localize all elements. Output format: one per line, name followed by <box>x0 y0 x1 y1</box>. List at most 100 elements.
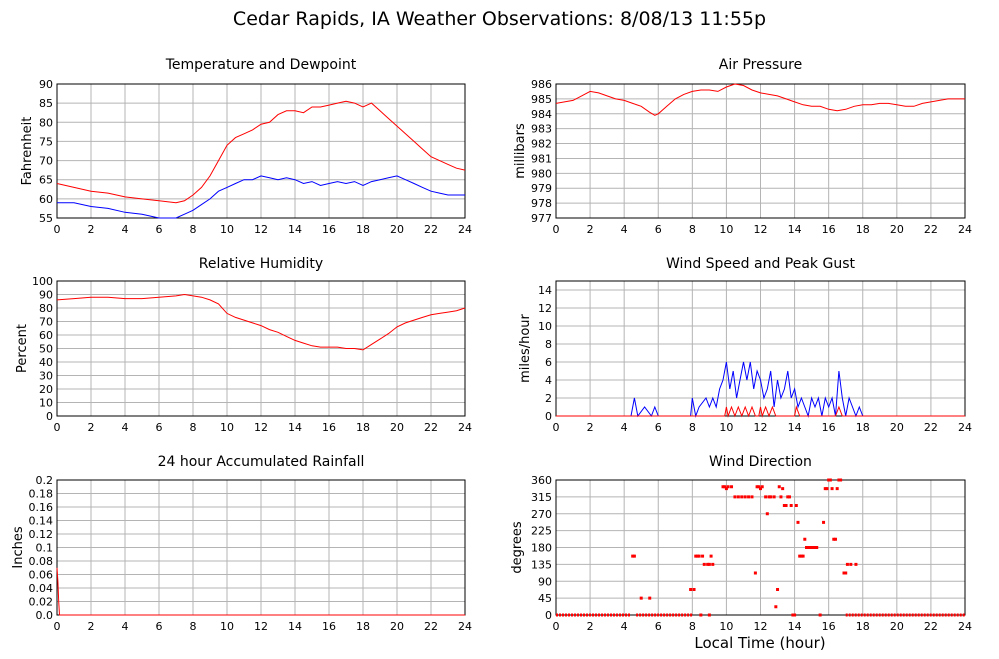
pres-chart-title: Air Pressure <box>719 57 802 73</box>
dir-data-point <box>786 495 790 499</box>
dir-data-point <box>796 520 800 524</box>
dir-data-point <box>695 554 699 558</box>
pres-x-tick-label: 10 <box>719 223 733 236</box>
dir-data-point <box>828 478 832 482</box>
dir-data-point <box>805 546 809 549</box>
dir-y-tick-label: 315 <box>531 491 552 504</box>
rain-x-tick-label: 8 <box>190 620 197 633</box>
rh-x-tick-label: 20 <box>390 421 404 434</box>
rain-x-tick-label: 4 <box>122 620 129 633</box>
dir-data-point <box>702 562 706 566</box>
wind-y-tick-label: 14 <box>538 284 552 297</box>
temp-y-axis-label: Fahrenheit <box>20 117 35 186</box>
pres-plot-frame <box>555 83 966 219</box>
pres-x-tick-label: 12 <box>754 223 768 236</box>
dir-data-point <box>767 495 771 499</box>
pres-y-tick-label: 983 <box>531 123 552 136</box>
temp-y-tick-label: 80 <box>39 116 53 129</box>
temp-y-tick-label: 55 <box>39 212 53 225</box>
pres-x-tick-label: 4 <box>621 223 628 236</box>
dir-data-point <box>849 562 853 566</box>
dir-y-tick-label: 0 <box>545 609 552 622</box>
dir-y-tick-label: 45 <box>538 592 552 605</box>
wind-x-tick-label: 20 <box>890 421 904 434</box>
dir-data-point <box>769 495 773 499</box>
dir-data-point <box>798 554 802 558</box>
dir-data-point <box>832 537 836 541</box>
dir-x-tick-label: 14 <box>788 620 802 633</box>
pres-y-tick-label: 984 <box>531 108 552 121</box>
rh-plot-frame <box>56 280 466 417</box>
rain-chart: 0 2 4 6 8 10 12 14 16 18 20 22 240.00.020.040.060.08… <box>11 454 472 633</box>
pres-x-tick-label: 0 <box>553 223 560 236</box>
pres-x-tick-label: 14 <box>788 223 802 236</box>
temp-x-tick-label: 18 <box>356 223 370 236</box>
rh-y-tick-label: 60 <box>39 329 53 342</box>
dir-x-tick-label: 16 <box>822 620 836 633</box>
temp-series-1-line <box>57 175 465 219</box>
dir-data-point <box>833 537 837 541</box>
pres-y-tick-label: 980 <box>531 167 552 180</box>
dir-data-point <box>842 571 846 575</box>
rain-x-tick-label: 16 <box>322 620 336 633</box>
rh-y-tick-label: 20 <box>39 383 53 396</box>
wind-x-tick-label: 10 <box>719 421 733 434</box>
dir-data-point <box>811 546 815 549</box>
dir-x-tick-label: 4 <box>621 620 628 633</box>
dir-data-point <box>822 520 826 524</box>
dir-data-point <box>803 537 807 541</box>
rh-x-tick-label: 24 <box>458 421 472 434</box>
rain-y-tick-label: 0.1 <box>36 542 54 555</box>
temp-x-tick-label: 22 <box>424 223 438 236</box>
dir-data-point <box>648 596 652 600</box>
dir-data-point <box>755 485 759 489</box>
pres-y-axis-label: millibars <box>513 123 528 179</box>
rh-x-tick-label: 10 <box>220 421 234 434</box>
dir-data-point <box>823 487 827 491</box>
dir-data-point <box>801 554 805 558</box>
pres-y-tick-label: 986 <box>531 78 552 91</box>
rain-x-tick-label: 14 <box>288 620 302 633</box>
rain-x-tick-label: 2 <box>88 620 95 633</box>
rh-x-tick-label: 14 <box>288 421 302 434</box>
temp-y-tick-label: 70 <box>39 155 53 168</box>
dir-data-point <box>787 495 791 499</box>
wind-x-tick-label: 2 <box>587 421 594 434</box>
dir-data-point <box>765 512 769 516</box>
dir-x-tick-label: 24 <box>958 620 972 633</box>
wind-x-tick-label: 6 <box>655 421 662 434</box>
dir-data-point <box>839 478 843 482</box>
wind-y-tick-label: 0 <box>545 410 552 423</box>
temp-y-tick-label: 75 <box>39 135 53 148</box>
dir-x-tick-label: 12 <box>754 620 768 633</box>
dir-data-point <box>699 613 703 617</box>
dir-x-tick-label: 20 <box>890 620 904 633</box>
dir-data-point <box>740 495 744 499</box>
wind-x-tick-label: 18 <box>856 421 870 434</box>
dir-data-point <box>774 605 778 609</box>
rh-x-tick-label: 4 <box>122 421 129 434</box>
wind-y-tick-label: 10 <box>538 320 552 333</box>
dir-data-point <box>794 504 798 507</box>
rain-y-tick-label: 0.02 <box>29 596 54 609</box>
rh-x-tick-label: 18 <box>356 421 370 434</box>
temp-x-tick-label: 24 <box>458 223 472 236</box>
rain-y-tick-label: 0.06 <box>29 569 54 582</box>
rain-y-tick-label: 0.16 <box>29 501 54 514</box>
rh-y-tick-label: 100 <box>32 275 53 288</box>
rh-x-tick-label: 8 <box>190 421 197 434</box>
dir-y-tick-label: 270 <box>531 508 552 521</box>
dir-data-point <box>810 546 814 549</box>
pres-x-tick-label: 6 <box>655 223 662 236</box>
rain-x-tick-label: 12 <box>254 620 268 633</box>
temp-y-tick-label: 85 <box>39 97 53 110</box>
dir-chart: 0 2 4 6 8 10 12 14 16 18 20 22 240459013518022527031… <box>510 454 972 633</box>
dir-data-point <box>701 554 705 558</box>
rh-y-tick-label: 10 <box>39 397 53 410</box>
temp-x-tick-label: 4 <box>122 223 129 236</box>
dir-chart-title: Wind Direction <box>709 454 812 470</box>
pres-x-tick-label: 22 <box>924 223 938 236</box>
wind-x-tick-label: 22 <box>924 421 938 434</box>
rain-x-tick-label: 24 <box>458 620 472 633</box>
